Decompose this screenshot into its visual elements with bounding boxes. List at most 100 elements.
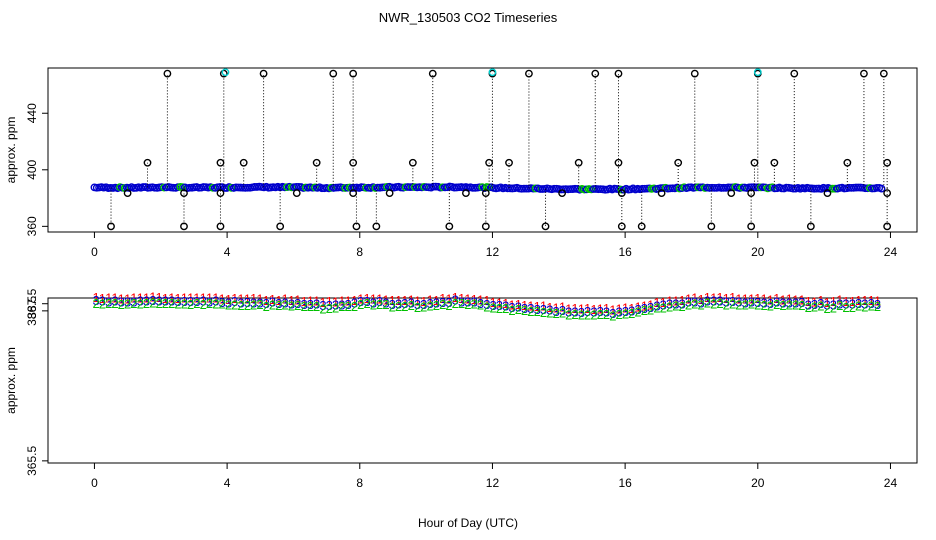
series-3-mark: 3: [672, 296, 679, 311]
series-2-mark: 2: [168, 296, 175, 311]
spike-mid-point: [239, 158, 248, 167]
y-tick-label: 365.5: [25, 446, 39, 476]
spike-low-point: [276, 222, 285, 231]
series-2-mark: 2: [244, 298, 251, 313]
spike-high-point: [349, 69, 358, 78]
series-1-mark: 1: [742, 291, 749, 306]
series-3-mark: 3: [666, 297, 673, 312]
series-3-mark: 3: [395, 296, 402, 311]
spike-mid-point: [770, 158, 779, 167]
baseline-point: [877, 184, 886, 193]
series-3-mark: 3: [685, 294, 692, 309]
series-2-mark: 2: [143, 296, 150, 311]
series-1-mark: 1: [735, 292, 742, 307]
series-2-mark: 2: [294, 298, 301, 313]
series-1-mark: 1: [786, 292, 793, 307]
series-2-mark: 2: [458, 296, 465, 311]
series-1-mark: 1: [319, 295, 326, 310]
series-2-mark: 2: [534, 304, 541, 319]
series-3-mark: 3: [508, 300, 515, 315]
series-3-mark: 3: [250, 295, 257, 310]
series-1-mark: 1: [647, 297, 654, 312]
series-2-mark: 2: [805, 300, 812, 315]
series-2-mark: 2: [748, 297, 755, 312]
series-3-mark: 3: [849, 297, 856, 312]
series-1-mark: 1: [660, 295, 667, 310]
series-2-mark: 2: [326, 301, 333, 316]
series-2-mark: 2: [578, 307, 585, 322]
series-1-mark: 1: [174, 291, 181, 306]
series-3-mark: 3: [357, 294, 364, 309]
series-2-mark: 2: [351, 299, 358, 314]
series-2-mark: 2: [628, 306, 635, 321]
series-2-mark: 2: [300, 299, 307, 314]
series-3-mark: 3: [534, 302, 541, 317]
series-3-mark: 3: [143, 293, 150, 308]
spike-mid-point: [674, 158, 683, 167]
dip-point: [292, 189, 301, 198]
series-2-mark: 2: [515, 302, 522, 317]
y-tick-label: 400: [25, 159, 39, 179]
series-2-mark: 2: [477, 298, 484, 313]
series-3-mark: 3: [578, 305, 585, 320]
series-1-mark: 1: [767, 293, 774, 308]
series-1-mark: 1: [798, 292, 805, 307]
spike-low-point: [747, 222, 756, 231]
series-3-mark: 3: [313, 297, 320, 312]
series-2-mark: 2: [408, 298, 415, 313]
spike-low-point: [806, 222, 815, 231]
dip-point: [558, 189, 567, 198]
chart-title: NWR_130503 CO2 Timeseries: [379, 10, 558, 25]
spike-mid-point: [143, 158, 152, 167]
series-2-mark: 2: [679, 299, 686, 314]
spike-mid-point: [485, 158, 494, 167]
series-1-mark: 1: [697, 292, 704, 307]
series-1-mark: 1: [836, 292, 843, 307]
spike-low-point: [180, 222, 188, 231]
series-2-mark: 2: [723, 297, 730, 312]
series-3-mark: 3: [597, 304, 604, 319]
series-3-mark: 3: [206, 294, 213, 309]
series-3-mark: 3: [124, 295, 131, 310]
series-1-mark: 1: [313, 293, 320, 308]
series-1-mark: 1: [609, 303, 616, 318]
series-2-mark: 2: [464, 297, 471, 312]
series-3-mark: 3: [622, 304, 629, 319]
series-3-mark: 3: [263, 296, 270, 311]
series-1-mark: 1: [382, 292, 389, 307]
series-1-mark: 1: [855, 293, 862, 308]
series-1-mark: 1: [704, 290, 711, 305]
series-2-mark: 2: [521, 303, 528, 318]
series-2-mark: 2: [754, 298, 761, 313]
series-2-mark: 2: [735, 297, 742, 312]
series-3-mark: 3: [269, 295, 276, 310]
series-1-mark: 1: [326, 294, 333, 309]
series-3-mark: 3: [439, 295, 446, 310]
series-2-mark: 2: [162, 296, 169, 311]
series-1-mark: 1: [92, 290, 99, 305]
series-2-mark: 2: [200, 297, 207, 312]
series-2-mark: 2: [622, 307, 629, 322]
series-3-mark: 3: [735, 294, 742, 309]
series-3-mark: 3: [716, 294, 723, 309]
dip-point: [727, 189, 736, 198]
spike-low-point: [707, 222, 716, 231]
series-1-mark: 1: [452, 290, 459, 305]
series-2-mark: 2: [445, 298, 452, 313]
series-1-mark: 1: [760, 292, 767, 307]
series-2-mark: 2: [111, 296, 118, 311]
series-1-mark: 1: [237, 292, 244, 307]
series-3-mark: 3: [798, 295, 805, 310]
series-1-mark: 1: [168, 291, 175, 306]
series-1-mark: 1: [515, 297, 522, 312]
series-1-mark: 1: [773, 291, 780, 306]
dip-point: [180, 189, 188, 198]
series-2-mark: 2: [502, 301, 509, 316]
x-tick-label: 0: [91, 245, 98, 259]
series-3-mark: 3: [389, 297, 396, 312]
series-2-mark: 2: [155, 296, 162, 311]
series-2-mark: 2: [565, 307, 572, 322]
series-3-mark: 3: [830, 298, 837, 313]
series-2-mark: 2: [426, 299, 433, 314]
